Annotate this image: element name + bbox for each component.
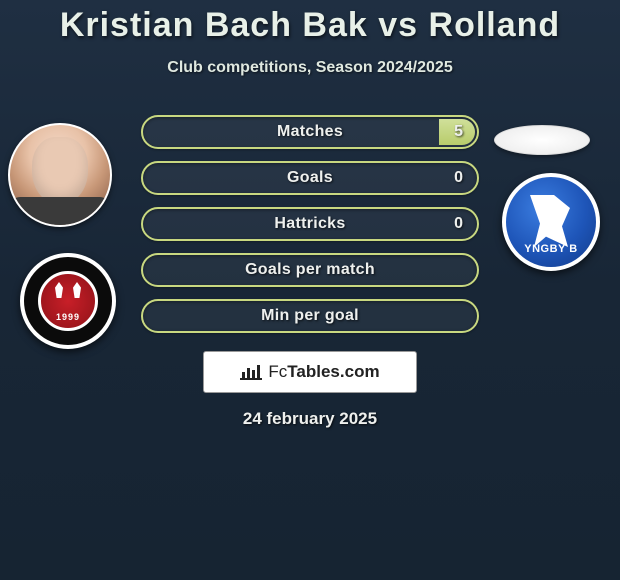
attribution-text: FcTables.com	[268, 362, 379, 382]
date-label: 24 february 2025	[0, 409, 620, 429]
stat-bar-label: Hattricks	[274, 215, 345, 233]
stat-bar: Min per goal	[141, 299, 479, 333]
bar-chart-icon	[240, 363, 262, 381]
club-left-year: 1999	[41, 312, 95, 322]
club-right-text: YNGBY B	[506, 243, 596, 255]
attribution-prefix: Fc	[268, 362, 287, 381]
stat-bar-value: 0	[454, 215, 463, 233]
club-left-crest-icon: 1999	[38, 271, 98, 331]
subtitle: Club competitions, Season 2024/2025	[0, 59, 620, 77]
stat-bar-value: 0	[454, 169, 463, 187]
player-right-avatar	[494, 125, 590, 155]
page-title: Kristian Bach Bak vs Rolland	[0, 0, 620, 45]
stat-bar-label: Goals per match	[245, 261, 375, 279]
stat-bar: Hattricks 0	[141, 207, 479, 241]
club-left-badge: 1999	[20, 253, 116, 349]
attribution-suffix: Tables.com	[287, 362, 379, 381]
attribution-badge: FcTables.com	[203, 351, 417, 393]
stat-bar-label: Goals	[287, 169, 333, 187]
club-right-badge: YNGBY B	[502, 173, 600, 271]
stat-bar-label: Matches	[277, 123, 343, 141]
stat-bar: Goals per match	[141, 253, 479, 287]
comparison-panel: 1999 YNGBY B Matches5Goals0Hattricks0Goa…	[0, 115, 620, 429]
stat-bar-value: 5	[454, 123, 463, 141]
player-left-avatar	[8, 123, 112, 227]
stat-bar: Matches 5	[141, 115, 479, 149]
stat-bar-label: Min per goal	[261, 307, 359, 325]
stat-bar: Goals 0	[141, 161, 479, 195]
